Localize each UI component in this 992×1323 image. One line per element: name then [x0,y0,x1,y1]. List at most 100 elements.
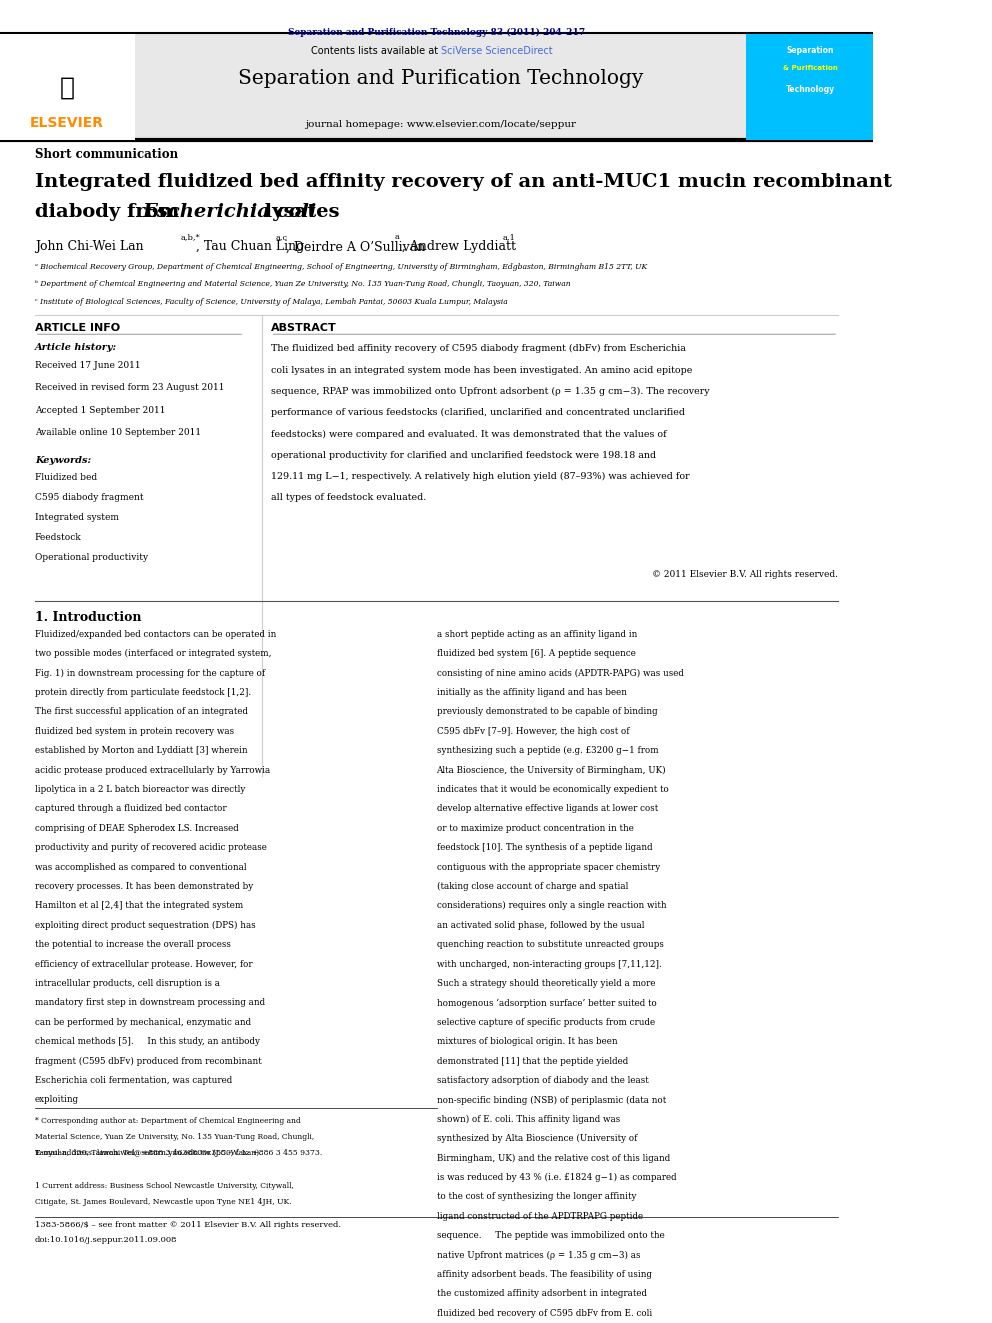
Text: mandatory first step in downstream processing and: mandatory first step in downstream proce… [35,999,265,1007]
Text: lipolytica in a 2 L batch bioreactor was directly: lipolytica in a 2 L batch bioreactor was… [35,785,245,794]
Text: Accepted 1 September 2011: Accepted 1 September 2011 [35,406,166,414]
Text: performance of various feedstocks (clarified, unclarified and concentrated uncla: performance of various feedstocks (clari… [271,407,684,417]
Text: Material Science, Yuan Ze University, No. 135 Yuan-Tung Road, Chungli,: Material Science, Yuan Ze University, No… [35,1132,314,1140]
Text: & Purification: & Purification [783,65,837,71]
Text: ARTICLE INFO: ARTICLE INFO [35,323,120,333]
Text: doi:10.1016/j.seppur.2011.09.008: doi:10.1016/j.seppur.2011.09.008 [35,1236,178,1244]
Bar [0,34,873,140]
Text: comprising of DEAE Spherodex LS. Increased: comprising of DEAE Spherodex LS. Increas… [35,824,239,832]
Text: fragment (C595 dbFv) produced from recombinant: fragment (C595 dbFv) produced from recom… [35,1057,262,1066]
Bar [0,34,135,140]
Text: Integrated system: Integrated system [35,513,119,523]
Text: sequence, RPAP was immobilized onto Upfront adsorbent (ρ = 1.35 g cm−3). The rec: sequence, RPAP was immobilized onto Upfr… [271,386,709,396]
Text: quenching reaction to substitute unreacted groups: quenching reaction to substitute unreact… [436,941,664,949]
Text: operational productivity for clarified and unclarified feedstock were 198.18 and: operational productivity for clarified a… [271,451,656,459]
Text: acidic protease produced extracellularly by Yarrowia: acidic protease produced extracellularly… [35,766,270,774]
Text: © 2011 Elsevier B.V. All rights reserved.: © 2011 Elsevier B.V. All rights reserved… [652,570,838,578]
Text: chemical methods [5].     In this study, an antibody: chemical methods [5]. In this study, an … [35,1037,260,1046]
Text: Alta Bioscience, the University of Birmingham, UK): Alta Bioscience, the University of Birmi… [436,766,667,775]
Text: C595 dbFv [7–9]. However, the high cost of: C595 dbFv [7–9]. However, the high cost … [436,726,629,736]
Text: established by Morton and Lyddiatt [3] wherein: established by Morton and Lyddiatt [3] w… [35,746,248,755]
Text: feedstocks) were compared and evaluated. It was demonstrated that the values of: feedstocks) were compared and evaluated.… [271,430,667,438]
Text: can be performed by mechanical, enzymatic and: can be performed by mechanical, enzymati… [35,1017,251,1027]
Text: demonstrated [11] that the peptide yielded: demonstrated [11] that the peptide yield… [436,1057,628,1065]
Text: efficiency of extracellular protease. However, for: efficiency of extracellular protease. Ho… [35,959,253,968]
Text: feedstock [10]. The synthesis of a peptide ligand: feedstock [10]. The synthesis of a pepti… [436,843,652,852]
Text: Taoyuan, 320, Taiwan. Tel.: +886 3 4638800x3550; fax: +886 3 455 9373.: Taoyuan, 320, Taiwan. Tel.: +886 3 46388… [35,1150,322,1158]
Text: 129.11 mg L−1, respectively. A relatively high elution yield (87–93%) was achiev: 129.11 mg L−1, respectively. A relativel… [271,472,689,482]
Text: 1. Introduction: 1. Introduction [35,611,142,624]
Text: develop alternative effective ligands at lower cost: develop alternative effective ligands at… [436,804,658,814]
Text: captured through a fluidized bed contactor: captured through a fluidized bed contact… [35,804,226,814]
Text: two possible modes (interfaced or integrated system,: two possible modes (interfaced or integr… [35,650,272,659]
Text: satisfactory adsorption of diabody and the least: satisfactory adsorption of diabody and t… [436,1076,649,1085]
Text: 1 Current address: Business School Newcastle University, Citywall,: 1 Current address: Business School Newca… [35,1181,294,1189]
Text: Short communication: Short communication [35,148,178,160]
Text: homogenous ‘adsorption surface’ better suited to: homogenous ‘adsorption surface’ better s… [436,999,657,1008]
Text: fluidized bed recovery of C595 dbFv from E. coli: fluidized bed recovery of C595 dbFv from… [436,1308,652,1318]
Text: a short peptide acting as an affinity ligand in: a short peptide acting as an affinity li… [436,630,637,639]
Text: synthesized by Alta Bioscience (University of: synthesized by Alta Bioscience (Universi… [436,1134,637,1143]
Text: indicates that it would be economically expedient to: indicates that it would be economically … [436,785,669,794]
Text: * Corresponding author at: Department of Chemical Engineering and: * Corresponding author at: Department of… [35,1117,301,1125]
Text: Birmingham, UK) and the relative cost of this ligand: Birmingham, UK) and the relative cost of… [436,1154,670,1163]
Text: , Tau Chuan Ling: , Tau Chuan Ling [196,241,305,254]
Text: exploiting: exploiting [35,1095,79,1105]
Text: journal homepage: www.elsevier.com/locate/seppur: journal homepage: www.elsevier.com/locat… [306,120,576,130]
Text: Hamilton et al [2,4] that the integrated system: Hamilton et al [2,4] that the integrated… [35,901,243,910]
Text: mixtures of biological origin. It has been: mixtures of biological origin. It has be… [436,1037,617,1046]
Text: recovery processes. It has been demonstrated by: recovery processes. It has been demonstr… [35,882,253,890]
Text: Citigate, St. James Boulevard, Newcastle upon Tyne NE1 4JH, UK.: Citigate, St. James Boulevard, Newcastle… [35,1199,292,1207]
Text: Available online 10 September 2011: Available online 10 September 2011 [35,429,201,437]
Text: or to maximize product concentration in the: or to maximize product concentration in … [436,824,634,832]
Text: a,c: a,c [276,233,288,241]
Text: SciVerse ScienceDirect: SciVerse ScienceDirect [440,46,553,57]
Text: previously demonstrated to be capable of binding: previously demonstrated to be capable of… [436,708,657,716]
Text: ᵃ Biochemical Recovery Group, Department of Chemical Engineering, School of Engi: ᵃ Biochemical Recovery Group, Department… [35,263,647,271]
Text: (taking close account of charge and spatial: (taking close account of charge and spat… [436,882,628,892]
Text: protein directly from particulate feedstock [1,2].: protein directly from particulate feedst… [35,688,251,697]
Text: The fluidized bed affinity recovery of C595 diabody fragment (dbFv) from Escheri: The fluidized bed affinity recovery of C… [271,344,685,353]
Text: to the cost of synthesizing the longer affinity: to the cost of synthesizing the longer a… [436,1192,636,1201]
Text: coli lysates in an integrated system mode has been investigated. An amino acid e: coli lysates in an integrated system mod… [271,365,692,374]
Text: 1383-5866/$ – see front matter © 2011 Elsevier B.V. All rights reserved.: 1383-5866/$ – see front matter © 2011 El… [35,1221,341,1229]
Text: initially as the affinity ligand and has been: initially as the affinity ligand and has… [436,688,627,697]
Text: ELSEVIER: ELSEVIER [30,116,104,130]
Text: Contents lists available at: Contents lists available at [310,46,440,57]
Text: an activated solid phase, followed by the usual: an activated solid phase, followed by th… [436,921,644,930]
Text: sequence.     The peptide was immobilized onto the: sequence. The peptide was immobilized on… [436,1232,665,1240]
Text: 🌳: 🌳 [60,75,74,99]
Text: Escherichia coli fermentation, was captured: Escherichia coli fermentation, was captu… [35,1076,232,1085]
Text: Keywords:: Keywords: [35,455,91,464]
Text: ligand constructed of the APDTRPAPG peptide: ligand constructed of the APDTRPAPG pept… [436,1212,643,1221]
Text: , Andrew Lyddiatt: , Andrew Lyddiatt [402,241,516,254]
Text: native Upfront matrices (ρ = 1.35 g cm−3) as: native Upfront matrices (ρ = 1.35 g cm−3… [436,1250,640,1259]
Text: John Chi-Wei Lan: John Chi-Wei Lan [35,241,144,254]
Text: considerations) requires only a single reaction with: considerations) requires only a single r… [436,901,667,910]
Text: affinity adsorbent beads. The feasibility of using: affinity adsorbent beads. The feasibilit… [436,1270,652,1279]
Text: was accomplished as compared to conventional: was accomplished as compared to conventi… [35,863,247,872]
Text: ABSTRACT: ABSTRACT [271,323,336,333]
Text: Escherichia coli: Escherichia coli [142,202,316,221]
Text: Separation: Separation [787,46,834,56]
Bar [746,34,873,140]
Text: productivity and purity of recovered acidic protease: productivity and purity of recovered aci… [35,843,267,852]
Text: consisting of nine amino acids (APDTR-PAPG) was used: consisting of nine amino acids (APDTR-PA… [436,668,683,677]
Text: a: a [395,233,400,241]
Text: non-specific binding (NSB) of periplasmic (data not: non-specific binding (NSB) of periplasmi… [436,1095,666,1105]
Text: fluidized bed system [6]. A peptide sequence: fluidized bed system [6]. A peptide sequ… [436,650,636,658]
Text: ᶜ Institute of Biological Sciences, Faculty of Science, University of Malaya, Le: ᶜ Institute of Biological Sciences, Facu… [35,298,508,306]
Text: E-mail address: lanchiwei@saturn.yzu.edu.tw (J.C.-W. Lan).: E-mail address: lanchiwei@saturn.yzu.edu… [35,1150,262,1158]
Text: all types of feedstock evaluated.: all types of feedstock evaluated. [271,493,426,503]
Text: intracellular products, cell disruption is a: intracellular products, cell disruption … [35,979,220,988]
Text: synthesizing such a peptide (e.g. £3200 g−1 from: synthesizing such a peptide (e.g. £3200 … [436,746,658,755]
Text: Fluidized bed: Fluidized bed [35,474,97,482]
Text: Feedstock: Feedstock [35,533,81,542]
Text: Separation and Purification Technology 83 (2011) 204–217: Separation and Purification Technology 8… [288,28,585,37]
Text: Technology: Technology [786,85,834,94]
Text: with uncharged, non-interacting groups [7,11,12].: with uncharged, non-interacting groups [… [436,959,662,968]
Text: Received in revised form 23 August 2011: Received in revised form 23 August 2011 [35,384,224,392]
Text: exploiting direct product sequestration (DPS) has: exploiting direct product sequestration … [35,921,256,930]
Text: shown) of E. coli. This affinity ligand was: shown) of E. coli. This affinity ligand … [436,1115,620,1125]
Text: Received 17 June 2011: Received 17 June 2011 [35,361,141,369]
